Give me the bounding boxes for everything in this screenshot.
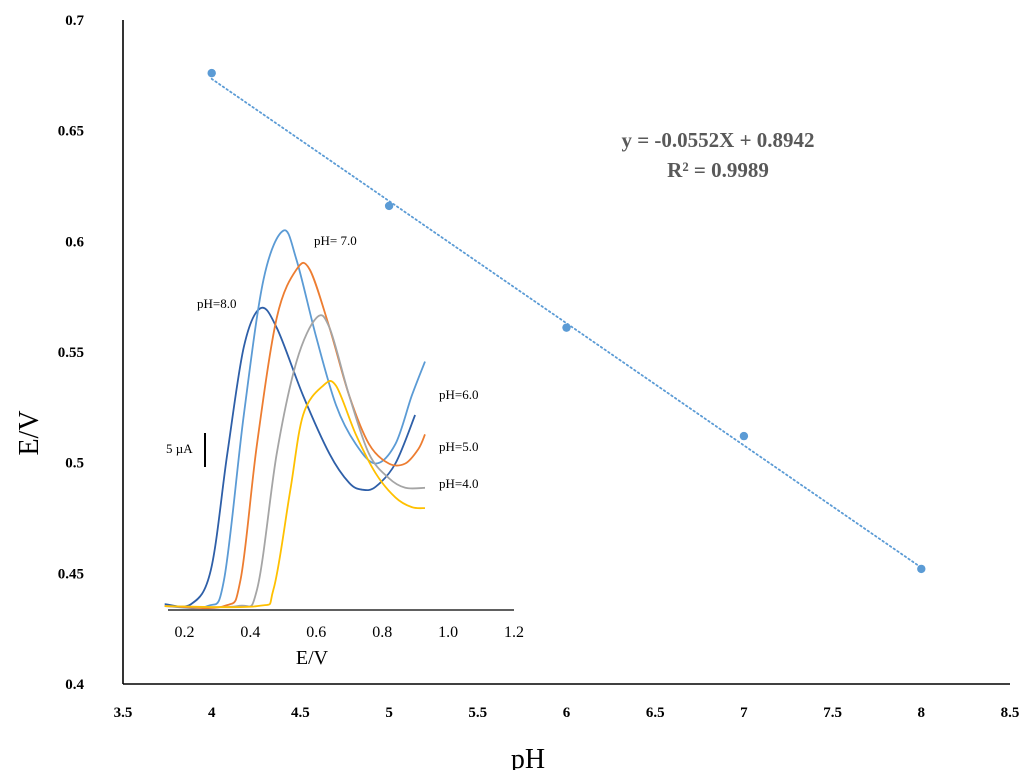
data-point xyxy=(739,431,749,441)
data-points xyxy=(207,68,926,574)
y-axis-title: E/V xyxy=(14,410,45,455)
x-tick-label: 5.5 xyxy=(468,705,487,721)
x-tick-label: 8.5 xyxy=(1001,705,1020,721)
inset-x-tick-label: 1.2 xyxy=(504,624,524,641)
y-tick-label: 0.65 xyxy=(58,124,84,140)
r2-text: R² = 0.9989 xyxy=(667,158,769,182)
data-point xyxy=(917,564,926,574)
y-tick-label: 0.4 xyxy=(65,677,84,693)
y-tick-label: 0.6 xyxy=(65,234,84,250)
y-tick-label: 0.45 xyxy=(58,566,84,582)
x-tick-label: 6.5 xyxy=(646,705,665,721)
x-tick-label: 7 xyxy=(740,705,748,721)
x-tick-label: 8 xyxy=(918,705,926,721)
inset-x-tick-label: 0.2 xyxy=(174,624,194,641)
y-tick-label: 0.55 xyxy=(58,345,84,361)
curve-ph-6-0 xyxy=(164,261,426,609)
data-point xyxy=(207,68,216,78)
label-ph-4: pH=4.0 xyxy=(439,476,478,491)
y-tick-label: 0.5 xyxy=(65,456,84,472)
inset-tick-labels: 0.2 0.4 0.6 0.8 1.0 1.2 xyxy=(174,624,524,641)
equation-text: y = -0.0552X + 0.8942 xyxy=(621,128,814,152)
x-tick-label: 4 xyxy=(208,705,216,721)
label-ph-8: pH=8.0 xyxy=(197,296,236,311)
x-tick-label: 5 xyxy=(385,705,393,721)
inset-x-tick-label: 0.8 xyxy=(372,624,392,641)
inset-x-tick-label: 0.4 xyxy=(240,624,260,641)
trendline xyxy=(210,77,923,569)
main-tick-labels: 3.5 4 4.5 5 5.5 6 6.5 7 7.5 8 8.5 0.4 0.45 0.5 0.55 0.6… xyxy=(58,13,1020,721)
data-point xyxy=(384,201,394,211)
inset-curves xyxy=(164,229,426,609)
x-tick-label: 4.5 xyxy=(291,705,310,721)
inset-voltammogram: 0.2 0.4 0.6 0.8 1.0 1.2 E/V 5 µA pH=8.0 pH= 7… xyxy=(164,229,524,669)
inset-x-axis-title: E/V xyxy=(296,647,329,669)
curve-ph-5-0 xyxy=(164,314,426,609)
curve-ph-8-0 xyxy=(164,306,416,608)
x-tick-label: 6 xyxy=(563,705,571,721)
label-ph-5: pH=5.0 xyxy=(439,439,478,454)
label-ph-7: pH= 7.0 xyxy=(314,233,357,248)
label-ph-6: pH=6.0 xyxy=(439,387,478,402)
x-tick-label: 3.5 xyxy=(114,705,133,721)
data-point xyxy=(562,323,571,332)
trendline-line xyxy=(210,77,923,569)
inset-x-tick-label: 0.6 xyxy=(306,624,326,641)
inset-x-tick-label: 1.0 xyxy=(438,624,458,641)
curve-ph-4-0 xyxy=(164,380,426,609)
x-tick-label: 7.5 xyxy=(823,705,842,721)
scale-bar-label: 5 µA xyxy=(166,441,193,456)
curve-ph-7-0 xyxy=(164,229,426,609)
main-axes xyxy=(122,20,1010,685)
y-tick-label: 0.7 xyxy=(65,13,84,29)
x-axis-title: pH xyxy=(511,744,545,770)
